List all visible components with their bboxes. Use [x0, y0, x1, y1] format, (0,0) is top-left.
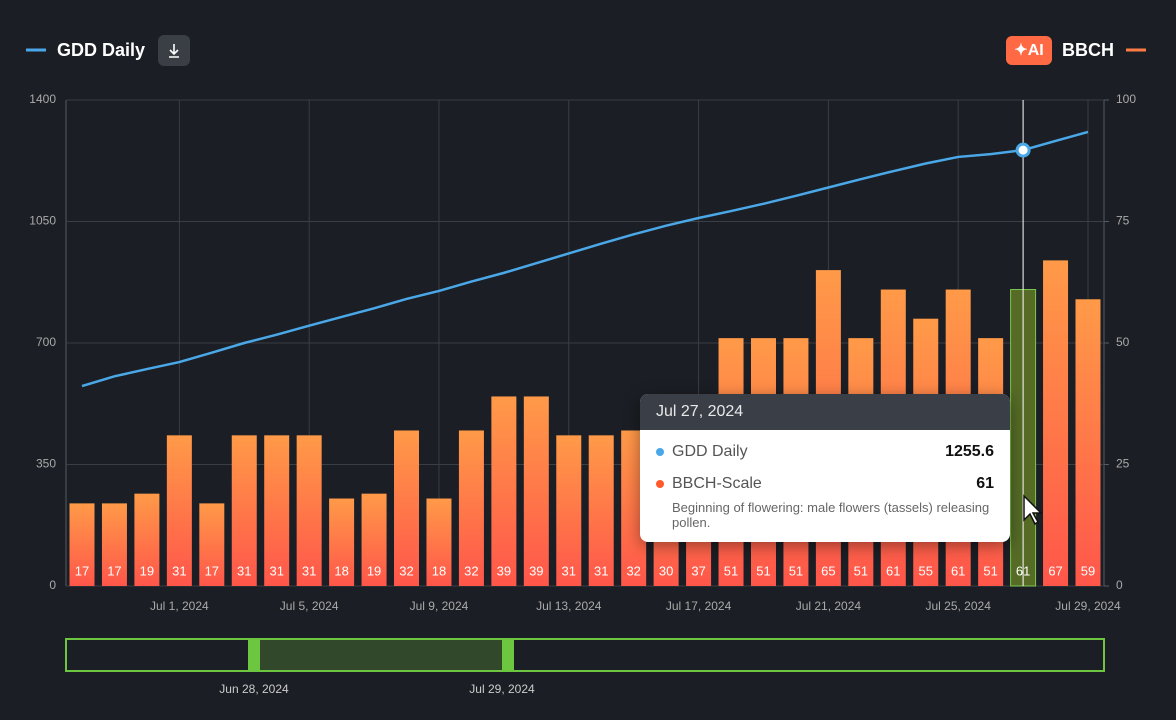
bar-label: 30 — [659, 563, 673, 578]
tooltip-row: GDD Daily 1255.6 — [640, 436, 1010, 468]
tooltip-title: Jul 27, 2024 — [640, 394, 1010, 430]
y2-tick-label: 25 — [1116, 457, 1130, 471]
bar — [556, 435, 582, 586]
bar-label: 32 — [464, 563, 478, 578]
bar-label: 19 — [140, 563, 154, 578]
y-tick-label: 700 — [36, 335, 56, 349]
tooltip-row: BBCH-Scale 61 — [640, 468, 1010, 500]
bar — [426, 498, 452, 586]
bar — [523, 396, 549, 586]
download-button[interactable] — [158, 35, 190, 66]
y2-tick-label: 75 — [1116, 214, 1130, 228]
bar — [1043, 260, 1069, 586]
bar — [231, 435, 257, 586]
bar-label: 31 — [269, 563, 283, 578]
y2-tick-label: 50 — [1116, 335, 1130, 349]
y-tick-label: 0 — [49, 578, 56, 592]
bar-label: 18 — [432, 563, 446, 578]
bar-label: 61 — [951, 563, 965, 578]
bar-label: 51 — [756, 563, 770, 578]
bar-label: 19 — [367, 563, 381, 578]
x-tick-label: Jul 5, 2024 — [280, 599, 339, 613]
x-tick-label: Jul 1, 2024 — [150, 599, 209, 613]
bar-label: 67 — [1048, 563, 1062, 578]
bar-label: 31 — [172, 563, 186, 578]
bar-label: 51 — [854, 563, 868, 578]
ai-label: ✦AI — [1014, 42, 1043, 59]
x-tick-label: Jul 21, 2024 — [796, 599, 862, 613]
x-tick-label: Jul 29, 2024 — [1055, 599, 1121, 613]
bar-label: 51 — [789, 563, 803, 578]
bar-label: 61 — [886, 563, 900, 578]
bar-label: 31 — [302, 563, 316, 578]
x-tick-label: Jul 13, 2024 — [536, 599, 602, 613]
navigator-label: Jul 29, 2024 — [469, 682, 535, 696]
bar-label: 59 — [1081, 563, 1095, 578]
tooltip-description: Beginning of flowering: male flowers (ta… — [672, 500, 990, 530]
bar — [588, 435, 614, 586]
bar — [101, 503, 127, 586]
navigator-label: Jun 28, 2024 — [219, 682, 289, 696]
bar-label: 31 — [237, 563, 251, 578]
bar — [361, 493, 387, 586]
bar-label: 65 — [821, 563, 835, 578]
bar — [1075, 299, 1101, 586]
y-tick-label: 1400 — [29, 92, 56, 106]
x-tick-label: Jul 9, 2024 — [410, 599, 469, 613]
tooltip: Jul 27, 2024 GDD Daily 1255.6 BBCH-Scale 6… — [640, 394, 1010, 542]
bar-label: 31 — [562, 563, 576, 578]
y2-tick-label: 0 — [1116, 578, 1123, 592]
bar-label: 17 — [205, 563, 219, 578]
legend-label: BBCH — [1062, 40, 1114, 60]
bar-label: 17 — [107, 563, 121, 578]
legend-label: GDD Daily — [57, 40, 145, 60]
y-tick-label: 350 — [36, 457, 56, 471]
bar-label: 18 — [334, 563, 348, 578]
bar-label: 55 — [919, 563, 933, 578]
ai-button[interactable]: ✦AI — [1006, 36, 1052, 65]
bar-label: 39 — [529, 563, 543, 578]
bar — [264, 435, 290, 586]
bar-label: 17 — [75, 563, 89, 578]
bar-label: 32 — [399, 563, 413, 578]
bar-label: 51 — [983, 563, 997, 578]
bar — [329, 498, 355, 586]
bar-label: 39 — [497, 563, 511, 578]
y-tick-label: 1050 — [29, 214, 56, 228]
line — [81, 130, 1089, 388]
y2-tick-label: 100 — [1116, 92, 1136, 106]
x-tick-label: Jul 17, 2024 — [666, 599, 732, 613]
x-tick-label: Jul 25, 2024 — [925, 599, 991, 613]
bar — [134, 493, 160, 586]
bar-label: 32 — [626, 563, 640, 578]
bar — [458, 430, 484, 586]
tooltip-value: 1255.6 — [945, 443, 994, 460]
tooltip-label: GDD Daily — [672, 443, 748, 460]
bar — [491, 396, 517, 586]
bar — [394, 430, 420, 586]
bar — [166, 435, 192, 586]
bar-label: 31 — [594, 563, 608, 578]
tooltip-label: BBCH-Scale — [672, 475, 762, 492]
tooltip-value: 61 — [976, 475, 994, 492]
hover-point — [1015, 142, 1031, 158]
bar — [296, 435, 322, 586]
bar — [199, 503, 225, 586]
bar-label: 37 — [691, 563, 705, 578]
bar-label: 51 — [724, 563, 738, 578]
navigator[interactable] — [65, 638, 1105, 672]
bar — [69, 503, 95, 586]
